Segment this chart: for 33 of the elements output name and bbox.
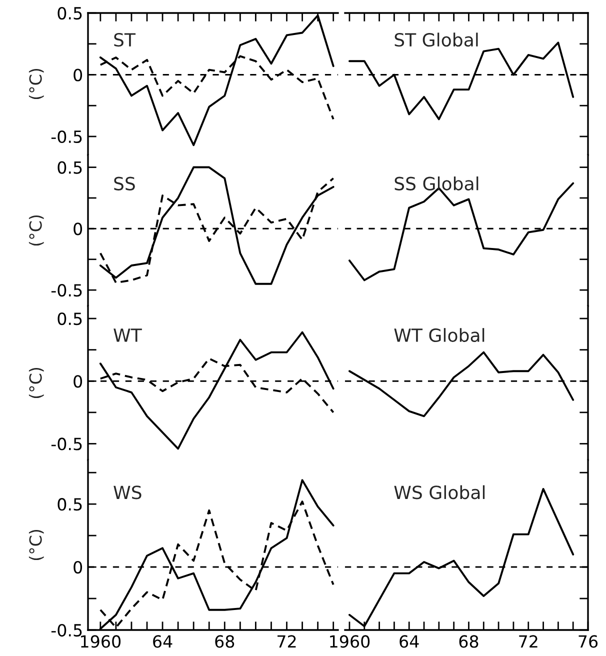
x-tick-label: 1960 xyxy=(81,635,121,648)
text: ST xyxy=(114,32,136,47)
y-axis-title: (°C) xyxy=(28,530,44,560)
text: WS xyxy=(114,486,142,500)
x-tick-label: 68 xyxy=(215,635,234,648)
y-tick-label: 0.5 xyxy=(58,161,82,174)
y-axis-title: (°C) xyxy=(28,215,44,246)
text: SS xyxy=(114,176,135,190)
y-tick-label: 0 xyxy=(74,222,82,236)
y-tick-label: 0.5 xyxy=(58,498,82,511)
y-tick-label: 0.5 xyxy=(58,6,82,20)
y-axis-title: (°C) xyxy=(28,368,44,398)
y-axis-title: (°C) xyxy=(28,68,44,100)
x-tick-label: 64 xyxy=(153,635,172,648)
x-tick-label: 1960 xyxy=(330,635,370,648)
text: ST Global xyxy=(394,32,478,47)
y-tick-label: 0 xyxy=(74,68,82,82)
text: WT xyxy=(114,328,142,342)
text: WS Global xyxy=(394,485,485,500)
y-tick-label: -0.5 xyxy=(51,130,82,144)
x-tick-label: 68 xyxy=(459,635,478,648)
y-tick-label: -0.5 xyxy=(51,284,82,297)
x-tick-label: 76 xyxy=(578,635,598,648)
x-tick-label: 64 xyxy=(400,635,419,648)
y-tick-label: 0.5 xyxy=(58,312,82,326)
x-tick-label: 72 xyxy=(278,635,296,648)
text: WT Global xyxy=(394,328,484,342)
y-tick-label: 0 xyxy=(74,375,82,388)
text: SS Global xyxy=(394,176,478,190)
x-tick-label: 72 xyxy=(519,635,538,648)
y-tick-label: 0 xyxy=(74,561,82,574)
y-tick-label: -0.5 xyxy=(51,438,82,450)
y-tick-label: -0.5 xyxy=(51,624,82,637)
